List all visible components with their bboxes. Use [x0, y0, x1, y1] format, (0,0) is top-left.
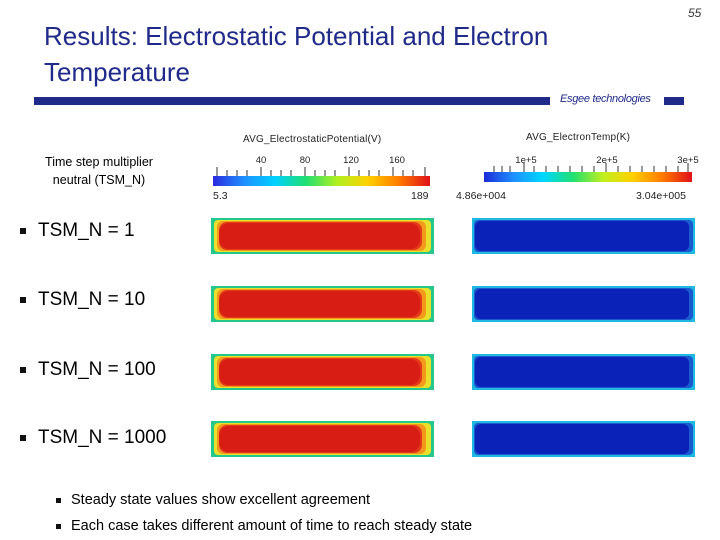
- bullet-icon: [20, 297, 26, 303]
- potential-field-tsm-1000: [211, 421, 434, 457]
- row-label-tsm-1: TSM_N = 1: [20, 220, 135, 242]
- bullet-icon: [56, 497, 61, 503]
- row-label-tsm-10: TSM_N = 10: [20, 289, 145, 311]
- potential-tick-label: 40: [255, 155, 267, 166]
- title-rule-end: [664, 97, 684, 105]
- row-label-text: TSM_N = 10: [38, 289, 146, 310]
- tsm-caption: Time step multiplier neutral (TSM_N): [24, 153, 174, 189]
- potential-legend-title: AVG_ElectrostaticPotential(V): [243, 134, 382, 145]
- bullet-icon: [56, 523, 61, 529]
- row-label-text: TSM_N = 1000: [38, 427, 167, 448]
- bullet-icon: [20, 435, 26, 441]
- temperature-tick-label: 3e+5: [677, 155, 699, 166]
- potential-colorbar: [213, 176, 430, 186]
- caption-line-1: Time step multiplier: [45, 155, 153, 169]
- potential-field-tsm-100: [211, 354, 434, 390]
- temperature-colorbar-ticks: [493, 163, 689, 172]
- temperature-tick-label: 1e+5: [515, 155, 537, 166]
- conclusion-text: Each case takes different amount of time…: [71, 518, 473, 534]
- temperature-field-tsm-10: [472, 286, 695, 322]
- potential-colorbar-ticks: [216, 167, 426, 176]
- temperature-colorbar: [484, 172, 692, 182]
- row-label-tsm-1000: TSM_N = 1000: [20, 427, 166, 449]
- potential-tick-label: 80: [299, 155, 311, 166]
- slide-title: Results: Electrostatic Potential and Ele…: [44, 21, 549, 87]
- potential-field-tsm-1: [211, 218, 434, 254]
- title-rule: [34, 97, 550, 105]
- potential-max-label: 189: [411, 190, 429, 202]
- bullet-icon: [20, 228, 26, 234]
- temperature-field-tsm-100: [472, 354, 695, 390]
- temperature-field-tsm-1: [472, 218, 695, 254]
- list-item: Each case takes different amount of time…: [56, 513, 472, 539]
- row-label-text: TSM_N = 1: [38, 220, 135, 241]
- temperature-tick-label: 2e+5: [596, 155, 618, 166]
- temperature-max-label: 3.04e+005: [636, 190, 686, 202]
- row-label-tsm-100: TSM_N = 100: [20, 359, 156, 381]
- company-logo: Esgee technologies: [560, 93, 651, 105]
- potential-tick-label: 160: [389, 155, 405, 166]
- conclusions-list: Steady state values show excellent agree…: [56, 487, 472, 539]
- caption-line-2: neutral (TSM_N): [52, 173, 146, 187]
- list-item: Steady state values show excellent agree…: [56, 487, 472, 513]
- potential-tick-label: 120: [343, 155, 359, 166]
- conclusion-text: Steady state values show excellent agree…: [71, 492, 371, 508]
- temperature-legend-title: AVG_ElectronTemp(K): [526, 132, 631, 143]
- potential-field-tsm-10: [211, 286, 434, 322]
- temperature-field-tsm-1000: [472, 421, 695, 457]
- page-number: 55: [688, 6, 702, 20]
- row-label-text: TSM_N = 100: [38, 359, 156, 380]
- temperature-min-label: 4.86e+004: [456, 190, 506, 202]
- potential-min-label: 5.3: [213, 190, 228, 202]
- bullet-icon: [20, 367, 26, 373]
